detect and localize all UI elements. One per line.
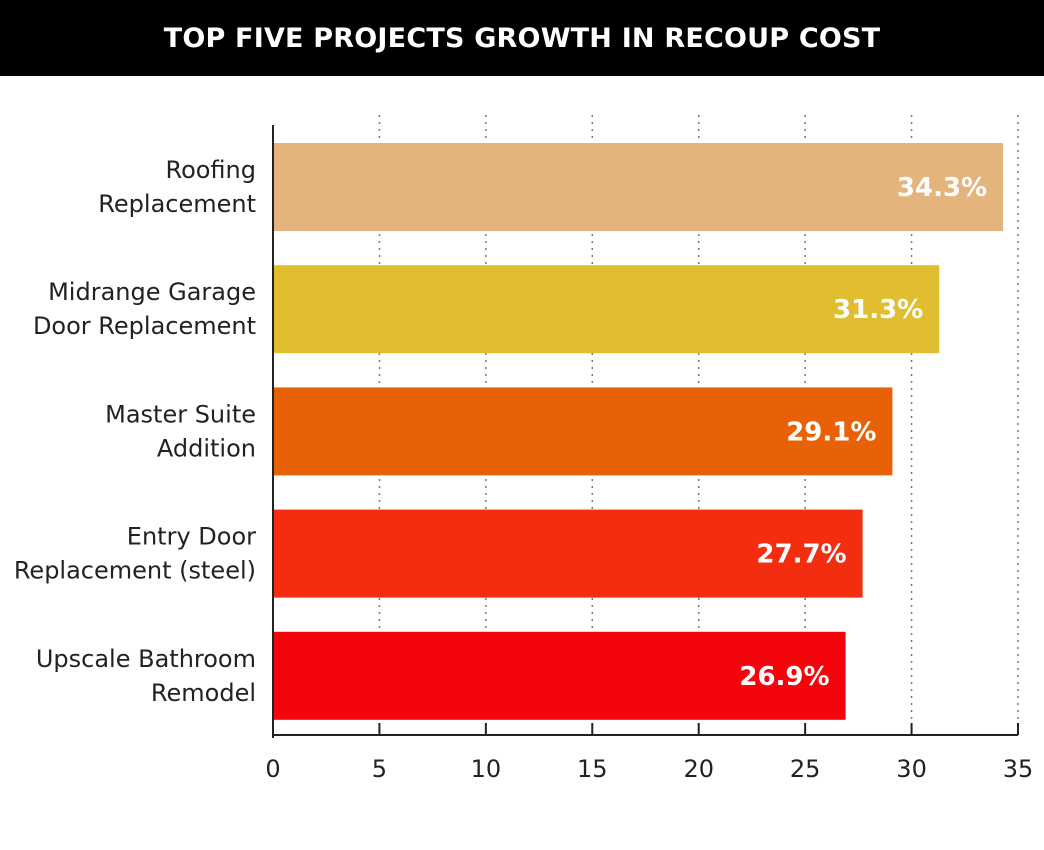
x-tick-label-30: 30 — [896, 755, 927, 783]
labels-group: 34.3% Roofing Replacement 31.3% Midrange Gar… — [14, 156, 1033, 783]
category-label-0-1: Replacement — [98, 190, 256, 218]
data-label-2: 29.1% — [786, 417, 876, 447]
category-label-2-0: Master Suite — [105, 400, 256, 428]
x-tick-label-15: 15 — [577, 755, 608, 783]
x-tick-label-0: 0 — [265, 755, 280, 783]
title-bar: TOP FIVE PROJECTS GROWTH IN RECOUP COST — [0, 0, 1044, 76]
category-label-4-0: Upscale Bathroom — [36, 645, 256, 673]
category-label-0-0: Roofing — [165, 156, 256, 184]
bar-1 — [273, 265, 940, 354]
category-label-1-0: Midrange Garage — [48, 278, 256, 306]
category-label-2-1: Addition — [157, 434, 256, 462]
chart-title: TOP FIVE PROJECTS GROWTH IN RECOUP COST — [163, 22, 881, 54]
x-tick-label-5: 5 — [372, 755, 387, 783]
category-label-1-1: Door Replacement — [33, 312, 256, 340]
bar-4 — [273, 631, 846, 720]
category-label-3-0: Entry Door — [127, 523, 256, 551]
bar-0 — [273, 143, 1004, 231]
data-label-3: 27.7% — [756, 540, 846, 570]
bar-2 — [273, 387, 893, 476]
data-label-4: 26.9% — [739, 662, 829, 692]
x-tick-label-20: 20 — [683, 755, 714, 783]
x-tick-label-25: 25 — [790, 755, 821, 783]
data-label-1: 31.3% — [833, 295, 923, 325]
data-label-0: 34.3% — [897, 173, 987, 203]
bar-3 — [273, 509, 863, 598]
axes-group — [272, 125, 1019, 738]
bars-group — [273, 143, 1004, 720]
x-tick-label-35: 35 — [1003, 755, 1034, 783]
category-label-3-1: Replacement (steel) — [14, 557, 256, 585]
category-label-4-1: Remodel — [151, 679, 256, 707]
x-tick-label-10: 10 — [471, 755, 502, 783]
